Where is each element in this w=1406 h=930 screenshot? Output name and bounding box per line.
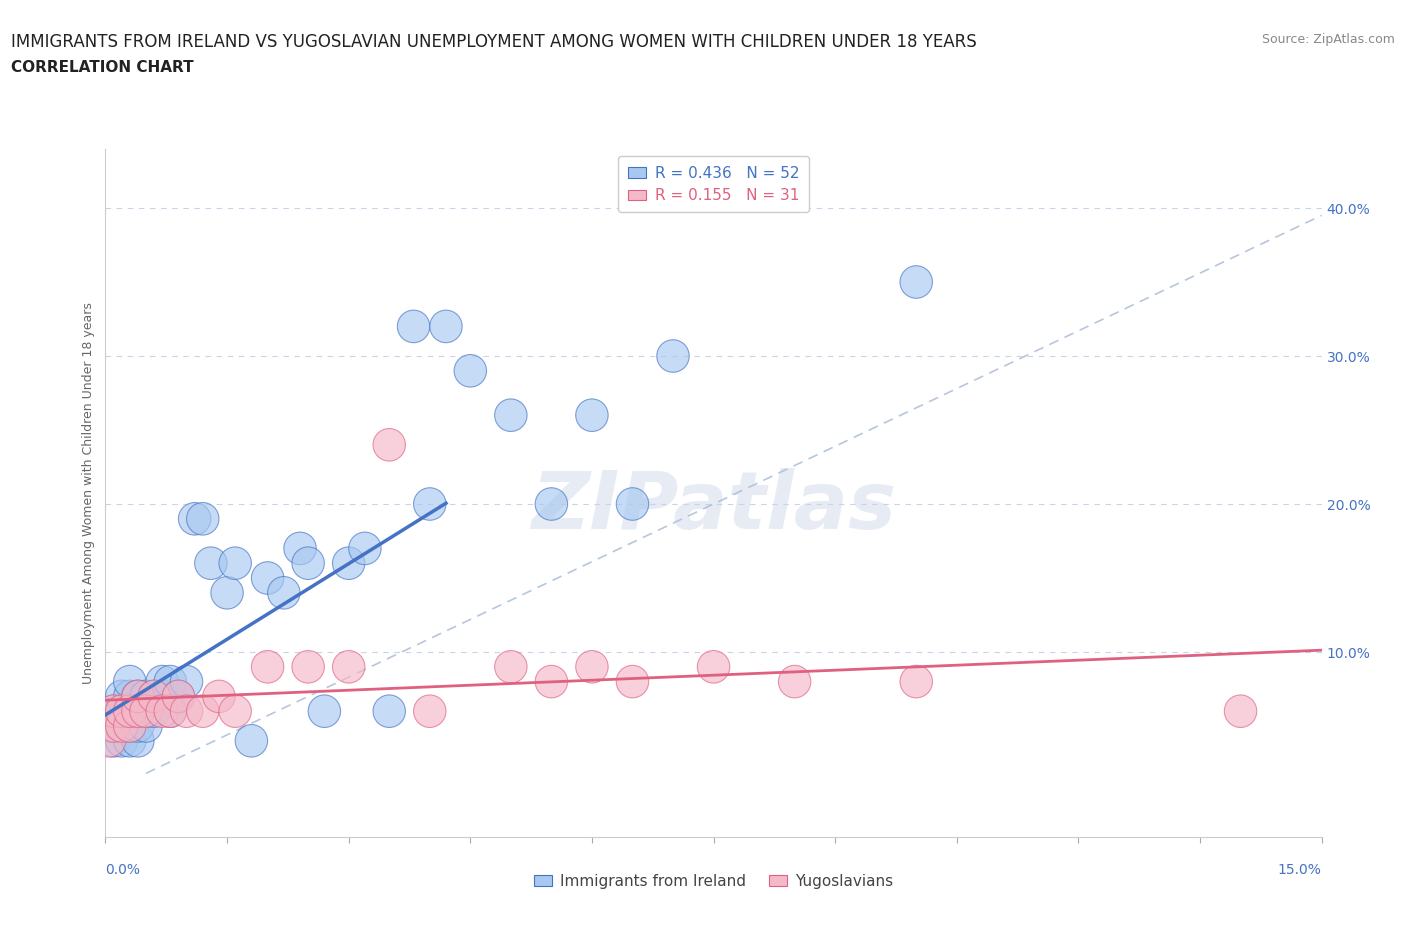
Ellipse shape [155, 695, 187, 727]
Ellipse shape [252, 562, 284, 594]
Ellipse shape [138, 695, 170, 727]
Ellipse shape [211, 577, 243, 609]
Ellipse shape [194, 547, 228, 579]
Ellipse shape [252, 650, 284, 683]
Ellipse shape [155, 695, 187, 727]
Ellipse shape [413, 487, 446, 520]
Ellipse shape [105, 680, 138, 712]
Ellipse shape [495, 650, 527, 683]
Ellipse shape [292, 547, 325, 579]
Y-axis label: Unemployment Among Women with Children Under 18 years: Unemployment Among Women with Children U… [82, 302, 96, 684]
Ellipse shape [697, 650, 730, 683]
Ellipse shape [129, 695, 162, 727]
Ellipse shape [616, 487, 648, 520]
Ellipse shape [114, 710, 146, 742]
Ellipse shape [349, 532, 381, 565]
Ellipse shape [97, 695, 129, 727]
Ellipse shape [155, 665, 187, 698]
Ellipse shape [114, 665, 146, 698]
Ellipse shape [900, 266, 932, 299]
Ellipse shape [114, 695, 146, 727]
Ellipse shape [332, 547, 366, 579]
Ellipse shape [219, 547, 252, 579]
Ellipse shape [93, 724, 125, 757]
Ellipse shape [779, 665, 811, 698]
Ellipse shape [129, 710, 162, 742]
Ellipse shape [138, 680, 170, 712]
Text: Source: ZipAtlas.com: Source: ZipAtlas.com [1261, 33, 1395, 46]
Ellipse shape [93, 710, 125, 742]
Ellipse shape [536, 487, 568, 520]
Ellipse shape [114, 680, 146, 712]
Ellipse shape [97, 710, 129, 742]
Text: CORRELATION CHART: CORRELATION CHART [11, 60, 194, 75]
Ellipse shape [122, 680, 155, 712]
Ellipse shape [146, 680, 179, 712]
Ellipse shape [219, 695, 252, 727]
Ellipse shape [284, 532, 316, 565]
Ellipse shape [129, 695, 162, 727]
Ellipse shape [114, 724, 146, 757]
Ellipse shape [657, 339, 689, 372]
Ellipse shape [373, 695, 405, 727]
Ellipse shape [373, 429, 405, 461]
Ellipse shape [122, 695, 155, 727]
Legend: Immigrants from Ireland, Yugoslavians: Immigrants from Ireland, Yugoslavians [527, 868, 900, 895]
Ellipse shape [900, 665, 932, 698]
Ellipse shape [413, 695, 446, 727]
Ellipse shape [105, 710, 138, 742]
Ellipse shape [162, 680, 194, 712]
Ellipse shape [1225, 695, 1257, 727]
Ellipse shape [170, 695, 202, 727]
Ellipse shape [122, 695, 155, 727]
Ellipse shape [97, 695, 129, 727]
Ellipse shape [454, 354, 486, 387]
Text: ZIPatlas: ZIPatlas [531, 468, 896, 546]
Ellipse shape [332, 650, 366, 683]
Text: 15.0%: 15.0% [1278, 862, 1322, 877]
Ellipse shape [235, 724, 267, 757]
Ellipse shape [292, 650, 325, 683]
Text: IMMIGRANTS FROM IRELAND VS YUGOSLAVIAN UNEMPLOYMENT AMONG WOMEN WITH CHILDREN UN: IMMIGRANTS FROM IRELAND VS YUGOSLAVIAN U… [11, 33, 977, 50]
Ellipse shape [105, 695, 138, 727]
Ellipse shape [105, 724, 138, 757]
Ellipse shape [179, 502, 211, 535]
Ellipse shape [146, 665, 179, 698]
Ellipse shape [575, 650, 609, 683]
Ellipse shape [308, 695, 340, 727]
Ellipse shape [575, 399, 609, 432]
Ellipse shape [187, 695, 219, 727]
Ellipse shape [97, 710, 129, 742]
Ellipse shape [267, 577, 299, 609]
Ellipse shape [162, 680, 194, 712]
Ellipse shape [187, 502, 219, 535]
Ellipse shape [146, 695, 179, 727]
Ellipse shape [97, 724, 129, 757]
Ellipse shape [129, 680, 162, 712]
Ellipse shape [398, 310, 430, 342]
Ellipse shape [114, 710, 146, 742]
Ellipse shape [536, 665, 568, 698]
Ellipse shape [202, 680, 235, 712]
Ellipse shape [616, 665, 648, 698]
Ellipse shape [122, 680, 155, 712]
Ellipse shape [114, 695, 146, 727]
Ellipse shape [170, 665, 202, 698]
Ellipse shape [122, 724, 155, 757]
Text: 0.0%: 0.0% [105, 862, 141, 877]
Ellipse shape [430, 310, 463, 342]
Ellipse shape [138, 680, 170, 712]
Ellipse shape [105, 695, 138, 727]
Ellipse shape [105, 710, 138, 742]
Ellipse shape [495, 399, 527, 432]
Ellipse shape [122, 710, 155, 742]
